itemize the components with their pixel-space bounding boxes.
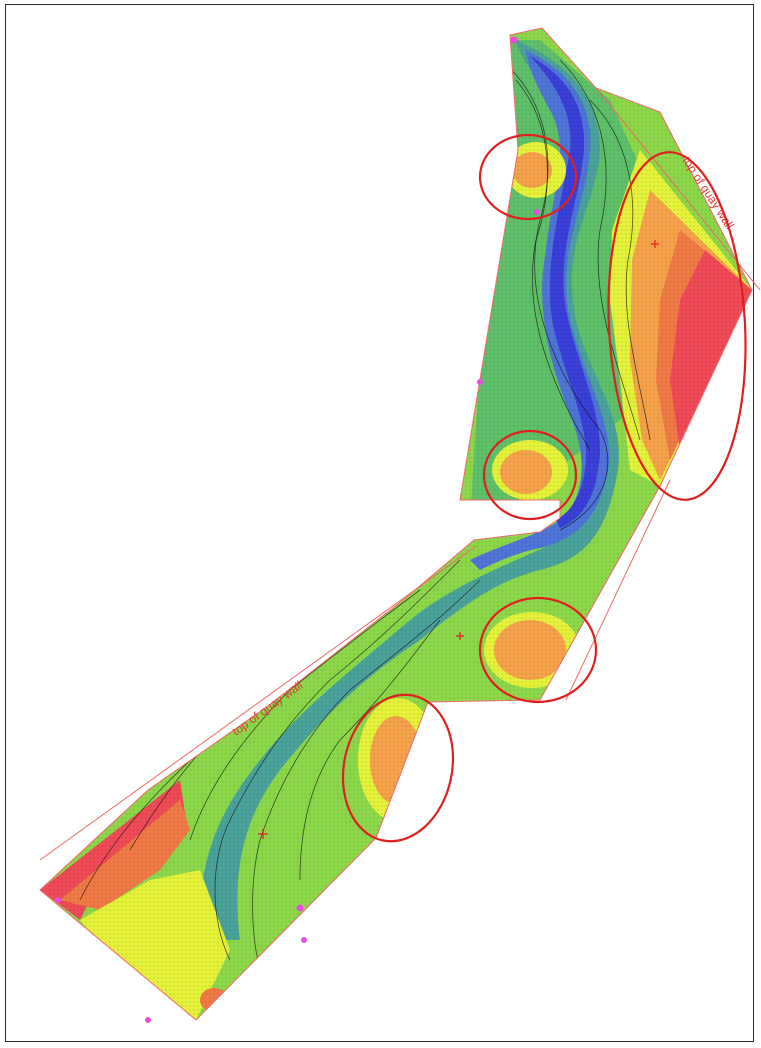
cross-markers [258, 240, 659, 839]
highlight-ellipse-5 [341, 693, 455, 843]
highlight-circle-4 [478, 596, 598, 704]
highlight-ellipse-2 [607, 151, 747, 501]
cross-marker [456, 632, 464, 640]
survey-markers [55, 36, 540, 1023]
cross-marker [651, 240, 659, 248]
cross-marker [258, 829, 268, 839]
quay-wall-line-right [595, 87, 761, 291]
quay-wall-line-left [39, 545, 477, 861]
survey-marker [510, 36, 518, 44]
survey-marker [301, 937, 307, 943]
survey-marker [55, 897, 61, 903]
quay-wall-line-right-lower [565, 479, 671, 701]
highlight-circle-1 [478, 133, 578, 221]
survey-marker [296, 904, 304, 912]
highlight-circle-3 [482, 429, 578, 521]
survey-marker [145, 1017, 151, 1023]
survey-marker [477, 379, 483, 385]
survey-boundary [39, 27, 753, 1021]
survey-marker [534, 209, 540, 215]
